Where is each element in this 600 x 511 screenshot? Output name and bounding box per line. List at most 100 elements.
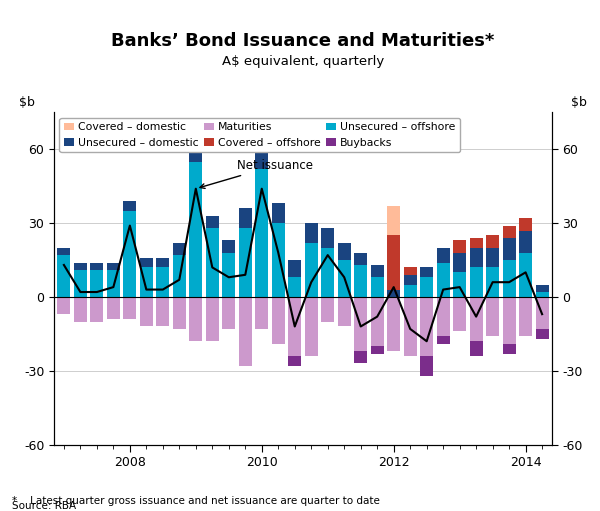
Text: $b: $b — [571, 96, 587, 109]
Bar — [470, 267, 483, 297]
Bar — [123, 201, 136, 211]
Bar — [437, 297, 450, 336]
Bar — [387, 297, 400, 351]
Bar — [470, 341, 483, 356]
Bar — [321, 297, 334, 321]
Bar — [453, 272, 466, 297]
Bar — [371, 297, 384, 346]
Bar — [519, 252, 532, 297]
Bar — [206, 228, 219, 297]
Bar — [57, 255, 70, 297]
Bar — [404, 285, 417, 297]
Bar — [173, 243, 186, 255]
Bar — [536, 285, 549, 292]
Bar — [338, 297, 351, 327]
Bar — [140, 258, 153, 267]
Bar — [453, 297, 466, 332]
Bar — [354, 297, 367, 351]
Bar — [107, 270, 120, 297]
Bar — [90, 270, 103, 297]
Bar — [140, 267, 153, 297]
Text: A$ equivalent, quarterly: A$ equivalent, quarterly — [222, 55, 384, 67]
Bar — [536, 292, 549, 297]
Bar — [321, 248, 334, 297]
Bar — [74, 297, 87, 321]
Bar — [371, 277, 384, 297]
Bar — [338, 260, 351, 297]
Bar — [156, 267, 169, 297]
Bar — [519, 297, 532, 336]
Bar — [503, 238, 516, 260]
Bar — [255, 169, 268, 297]
Bar — [470, 297, 483, 341]
Bar — [57, 297, 70, 314]
Bar — [206, 297, 219, 341]
Bar — [123, 297, 136, 319]
Bar — [536, 329, 549, 339]
Bar — [90, 297, 103, 321]
Bar — [206, 216, 219, 228]
Bar — [74, 270, 87, 297]
Bar — [354, 252, 367, 265]
Bar — [503, 225, 516, 238]
Bar — [222, 252, 235, 297]
Bar — [239, 297, 252, 366]
Bar — [305, 243, 318, 297]
Bar — [189, 161, 202, 297]
Bar — [305, 297, 318, 356]
Bar — [107, 263, 120, 270]
Bar — [503, 344, 516, 354]
Bar — [371, 346, 384, 354]
Bar — [503, 260, 516, 297]
Bar — [272, 223, 285, 297]
Bar — [239, 228, 252, 297]
Bar — [173, 255, 186, 297]
Bar — [222, 240, 235, 252]
Bar — [486, 236, 499, 248]
Text: Net issuance: Net issuance — [200, 159, 313, 189]
Title: Banks’ Bond Issuance and Maturities*: Banks’ Bond Issuance and Maturities* — [112, 32, 494, 50]
Bar — [189, 142, 202, 161]
Bar — [371, 265, 384, 277]
Bar — [288, 277, 301, 297]
Bar — [255, 297, 268, 329]
Bar — [387, 206, 400, 236]
Bar — [74, 263, 87, 270]
Bar — [404, 297, 417, 356]
Legend: Covered – domestic, Unsecured – domestic, Maturities, Covered – offshore, Unsecu: Covered – domestic, Unsecured – domestic… — [59, 118, 460, 152]
Bar — [420, 297, 433, 356]
Bar — [272, 203, 285, 223]
Bar — [437, 336, 450, 344]
Bar — [288, 297, 301, 356]
Bar — [255, 152, 268, 169]
Bar — [338, 243, 351, 260]
Bar — [222, 297, 235, 329]
Bar — [123, 211, 136, 297]
Bar — [90, 263, 103, 270]
Bar — [239, 208, 252, 228]
Bar — [272, 297, 285, 344]
Bar — [470, 238, 483, 248]
Bar — [453, 252, 466, 272]
Bar — [470, 248, 483, 267]
Bar — [57, 248, 70, 255]
Bar — [107, 297, 120, 319]
Bar — [437, 263, 450, 297]
Text: *    Latest quarter gross issuance and net issuance are quarter to date: * Latest quarter gross issuance and net … — [12, 496, 380, 506]
Bar — [536, 297, 549, 329]
Bar — [156, 297, 169, 327]
Bar — [404, 275, 417, 285]
Bar — [486, 267, 499, 297]
Bar — [387, 290, 400, 297]
Bar — [404, 267, 417, 275]
Bar — [288, 356, 301, 366]
Bar — [189, 297, 202, 341]
Text: $b: $b — [19, 96, 35, 109]
Bar — [486, 297, 499, 336]
Bar — [387, 236, 400, 290]
Bar — [420, 267, 433, 277]
Bar — [288, 260, 301, 277]
Bar — [140, 297, 153, 327]
Bar — [420, 356, 433, 376]
Bar — [156, 258, 169, 267]
